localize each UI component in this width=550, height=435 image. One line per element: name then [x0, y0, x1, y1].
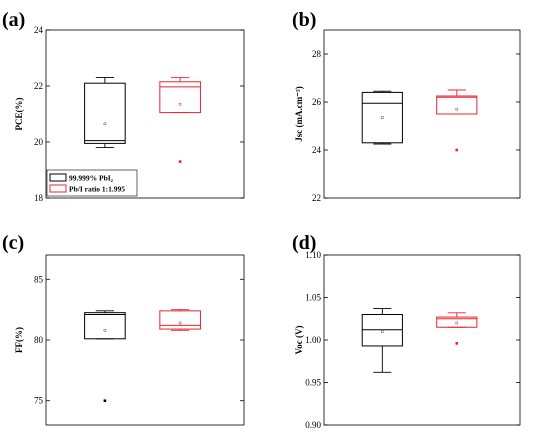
- y-tick-label: 0.95: [305, 378, 321, 388]
- chart-panel-3: (c) 75 80 85 FF(%): [2, 232, 245, 426]
- box-body: [436, 95, 478, 115]
- mean-marker: [381, 116, 384, 119]
- plot-frame: [45, 29, 245, 199]
- box-pbi-ratio-1-1995: [159, 309, 201, 331]
- legend-entry: 99.999% PbI₂: [69, 174, 114, 183]
- y-tick-label: 1.10: [305, 250, 321, 260]
- y-axis-label: PCE(%): [14, 98, 24, 131]
- box-pbi-ratio-1-1995: [436, 312, 478, 345]
- y-tick-label: 22: [312, 193, 321, 203]
- y-tick-label: 1.00: [305, 335, 321, 345]
- outlier-point: [455, 342, 459, 345]
- panel-label: (b): [292, 9, 316, 31]
- mean-marker: [455, 321, 459, 325]
- y-tick-label: 20: [34, 137, 44, 147]
- box-body: [361, 91, 403, 144]
- mean-marker: [103, 122, 107, 126]
- box-body: [84, 82, 126, 144]
- box-body: [159, 81, 201, 114]
- mean-marker: [455, 107, 459, 111]
- y-tick-label: 24: [312, 145, 322, 155]
- y-tick-label: 85: [34, 274, 44, 284]
- legend-entry: Pb/I ratio 1:1.995: [69, 185, 125, 194]
- box-pbi2-99999: [84, 310, 126, 403]
- box-pbi2-99999: [361, 308, 403, 373]
- y-tick-label: 24: [34, 25, 44, 35]
- outlier-point: [455, 148, 459, 152]
- plot-frame: [323, 29, 521, 199]
- legend-swatch: [49, 184, 67, 193]
- box-pbi2-99999: [361, 90, 403, 145]
- y-tick-label: 80: [34, 335, 44, 345]
- legend-swatch: [49, 173, 67, 182]
- box-pbi-ratio-1-1995: [436, 89, 478, 152]
- outlier-point: [178, 160, 182, 163]
- box-pbi-ratio-1-1995: [159, 77, 201, 163]
- y-tick-label: 28: [312, 49, 322, 59]
- outlier-point: [103, 399, 107, 403]
- mean-marker: [381, 330, 384, 333]
- mean-marker: [103, 329, 107, 332]
- panel-label: (a): [2, 9, 25, 31]
- box-body: [159, 310, 201, 330]
- y-tick-label: 18: [34, 193, 44, 203]
- y-axis-label: Jsc (mA.cm⁻²): [294, 86, 304, 141]
- box-body: [84, 312, 126, 340]
- y-tick-label: 1.05: [305, 293, 321, 303]
- chart-panel-4: (d) 0.90 0.95 1.00 1.05 1.10 Voc (V): [292, 232, 521, 430]
- y-tick-label: 75: [34, 396, 44, 406]
- y-tick-label: 22: [34, 81, 43, 91]
- y-tick-label: 0.90: [305, 420, 321, 430]
- mean-marker: [178, 102, 182, 106]
- legend: 99.999% PbI₂ Pb/I ratio 1:1.995: [46, 169, 138, 197]
- panel-label: (c): [2, 232, 24, 254]
- y-axis-label: Voc (V): [294, 326, 304, 355]
- mean-marker: [178, 321, 182, 325]
- plot-frame: [45, 254, 245, 426]
- plot-frame: [323, 254, 521, 426]
- y-tick-label: 26: [312, 97, 322, 107]
- y-axis-label: FF(%): [14, 327, 24, 353]
- chart-panel-2: (b) 22 24 26 28 Jsc (mA.cm⁻²): [292, 9, 521, 203]
- box-body: [436, 316, 478, 328]
- box-pbi2-99999: [84, 77, 126, 149]
- panel-label: (d): [292, 232, 316, 254]
- chart-panel-1: (a) 18 20 22 24 PCE(%) 99.999% PbI₂ Pb/I ratio …: [2, 9, 245, 203]
